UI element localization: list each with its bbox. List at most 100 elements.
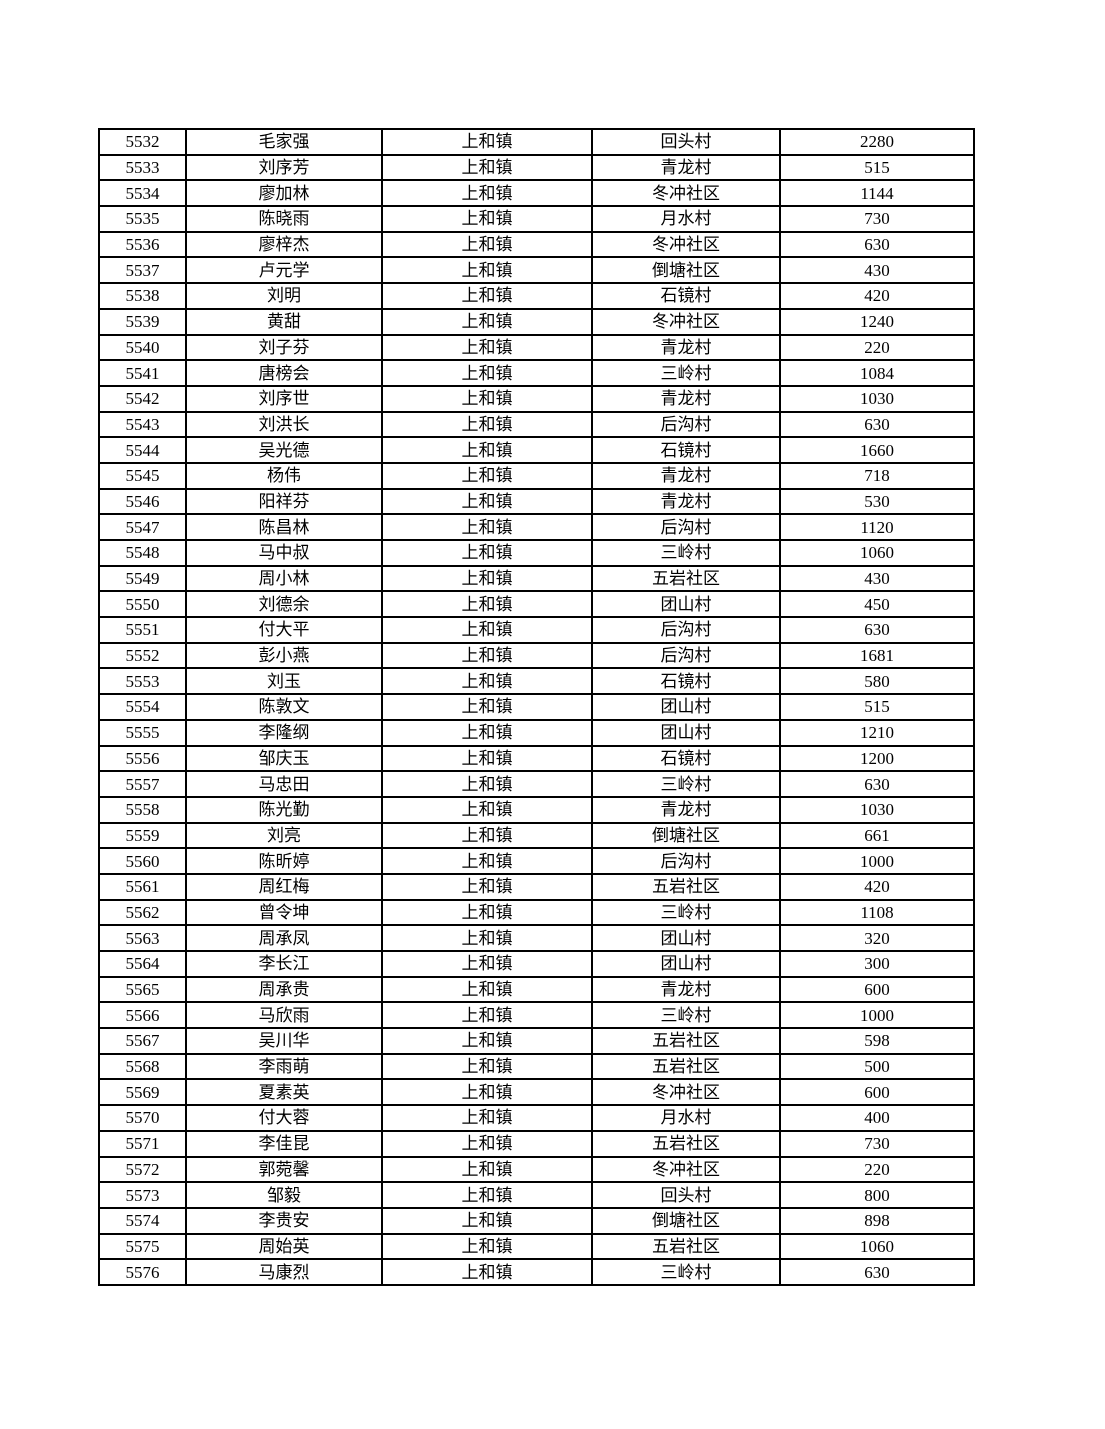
- table-row: 5535 陈晓雨 上和镇 月水村 730: [98, 205, 975, 233]
- cell-amount: 630: [779, 770, 975, 798]
- cell-village: 后沟村: [591, 616, 781, 644]
- cell-town: 上和镇: [381, 230, 593, 259]
- cell-amount: 1000: [779, 847, 975, 875]
- cell-person-name: 李雨萌: [185, 1052, 383, 1081]
- table-row: 5556 邹庆玉 上和镇 石镜村 1200: [98, 744, 975, 773]
- cell-amount: 1030: [779, 384, 975, 413]
- cell-town: 上和镇: [381, 667, 593, 696]
- cell-serial-number: 5544: [98, 436, 187, 464]
- cell-village: 后沟村: [591, 513, 781, 541]
- cell-serial-number: 5540: [98, 333, 187, 362]
- cell-serial-number: 5569: [98, 1078, 187, 1107]
- cell-person-name: 陈敦文: [185, 693, 383, 721]
- table-row: 5541 唐榜会 上和镇 三岭村 1084: [98, 359, 975, 387]
- cell-amount: 630: [779, 1258, 975, 1286]
- cell-amount: 400: [779, 1104, 975, 1132]
- cell-serial-number: 5565: [98, 975, 187, 1004]
- cell-amount: 1681: [779, 641, 975, 670]
- cell-town: 上和镇: [381, 1052, 593, 1081]
- cell-serial-number: 5541: [98, 359, 187, 387]
- cell-village: 青龙村: [591, 461, 781, 490]
- cell-village: 青龙村: [591, 384, 781, 413]
- table-row: 5537 卢元学 上和镇 倒塘社区 430: [98, 256, 975, 285]
- cell-serial-number: 5571: [98, 1129, 187, 1158]
- cell-serial-number: 5561: [98, 872, 187, 901]
- cell-village: 团山村: [591, 590, 781, 619]
- cell-person-name: 马康烈: [185, 1258, 383, 1286]
- cell-village: 五岩社区: [591, 1232, 781, 1261]
- cell-town: 上和镇: [381, 847, 593, 875]
- cell-town: 上和镇: [381, 564, 593, 593]
- cell-amount: 515: [779, 693, 975, 721]
- cell-serial-number: 5570: [98, 1104, 187, 1132]
- cell-serial-number: 5567: [98, 1027, 187, 1055]
- roster-table: 5532 毛家强 上和镇 回头村 2280 5533 刘序芳 上和镇 青龙村 515 5534 廖加林…: [98, 128, 975, 1286]
- cell-person-name: 付大蓉: [185, 1104, 383, 1132]
- cell-serial-number: 5538: [98, 282, 187, 310]
- cell-serial-number: 5554: [98, 693, 187, 721]
- table-row: 5553 刘玉 上和镇 石镜村 580: [98, 667, 975, 696]
- table-row: 5562 曾令坤 上和镇 三岭村 1108: [98, 898, 975, 927]
- cell-person-name: 刘序芳: [185, 153, 383, 182]
- cell-person-name: 曾令坤: [185, 898, 383, 927]
- cell-amount: 430: [779, 564, 975, 593]
- cell-town: 上和镇: [381, 205, 593, 233]
- table-row: 5533 刘序芳 上和镇 青龙村 515: [98, 153, 975, 182]
- cell-serial-number: 5562: [98, 898, 187, 927]
- cell-serial-number: 5568: [98, 1052, 187, 1081]
- cell-serial-number: 5551: [98, 616, 187, 644]
- table-row: 5575 周始英 上和镇 五岩社区 1060: [98, 1232, 975, 1261]
- cell-serial-number: 5532: [98, 128, 187, 156]
- table-row: 5536 廖梓杰 上和镇 冬冲社区 630: [98, 230, 975, 259]
- cell-town: 上和镇: [381, 1027, 593, 1055]
- cell-village: 团山村: [591, 924, 781, 952]
- cell-town: 上和镇: [381, 770, 593, 798]
- cell-person-name: 刘洪长: [185, 410, 383, 439]
- cell-serial-number: 5553: [98, 667, 187, 696]
- cell-village: 三岭村: [591, 770, 781, 798]
- cell-serial-number: 5572: [98, 1155, 187, 1184]
- cell-person-name: 唐榜会: [185, 359, 383, 387]
- table-row: 5569 夏素英 上和镇 冬冲社区 600: [98, 1078, 975, 1107]
- cell-village: 石镜村: [591, 282, 781, 310]
- roster-table-body: 5532 毛家强 上和镇 回头村 2280 5533 刘序芳 上和镇 青龙村 515 5534 廖加林…: [98, 128, 975, 1286]
- cell-serial-number: 5534: [98, 179, 187, 208]
- cell-town: 上和镇: [381, 256, 593, 285]
- cell-town: 上和镇: [381, 487, 593, 516]
- cell-amount: 300: [779, 950, 975, 978]
- table-row: 5551 付大平 上和镇 后沟村 630: [98, 616, 975, 644]
- cell-village: 三岭村: [591, 539, 781, 567]
- cell-serial-number: 5558: [98, 795, 187, 824]
- cell-amount: 320: [779, 924, 975, 952]
- cell-person-name: 陈光勤: [185, 795, 383, 824]
- table-row: 5539 黄甜 上和镇 冬冲社区 1240: [98, 307, 975, 336]
- cell-town: 上和镇: [381, 1129, 593, 1158]
- cell-town: 上和镇: [381, 307, 593, 336]
- cell-person-name: 廖梓杰: [185, 230, 383, 259]
- cell-person-name: 廖加林: [185, 179, 383, 208]
- cell-amount: 1060: [779, 1232, 975, 1261]
- cell-serial-number: 5552: [98, 641, 187, 670]
- table-row: 5542 刘序世 上和镇 青龙村 1030: [98, 384, 975, 413]
- cell-amount: 1000: [779, 1001, 975, 1030]
- cell-serial-number: 5547: [98, 513, 187, 541]
- cell-person-name: 刘德余: [185, 590, 383, 619]
- cell-person-name: 邹庆玉: [185, 744, 383, 773]
- table-row: 5565 周承贵 上和镇 青龙村 600: [98, 975, 975, 1004]
- cell-village: 冬冲社区: [591, 230, 781, 259]
- cell-serial-number: 5555: [98, 718, 187, 747]
- cell-town: 上和镇: [381, 898, 593, 927]
- cell-village: 冬冲社区: [591, 179, 781, 208]
- cell-amount: 1210: [779, 718, 975, 747]
- cell-person-name: 郭菀馨: [185, 1155, 383, 1184]
- cell-village: 团山村: [591, 950, 781, 978]
- cell-person-name: 吴光德: [185, 436, 383, 464]
- cell-serial-number: 5542: [98, 384, 187, 413]
- cell-amount: 450: [779, 590, 975, 619]
- cell-town: 上和镇: [381, 539, 593, 567]
- cell-village: 石镜村: [591, 667, 781, 696]
- cell-serial-number: 5566: [98, 1001, 187, 1030]
- cell-serial-number: 5535: [98, 205, 187, 233]
- cell-village: 五岩社区: [591, 1027, 781, 1055]
- cell-serial-number: 5573: [98, 1181, 187, 1209]
